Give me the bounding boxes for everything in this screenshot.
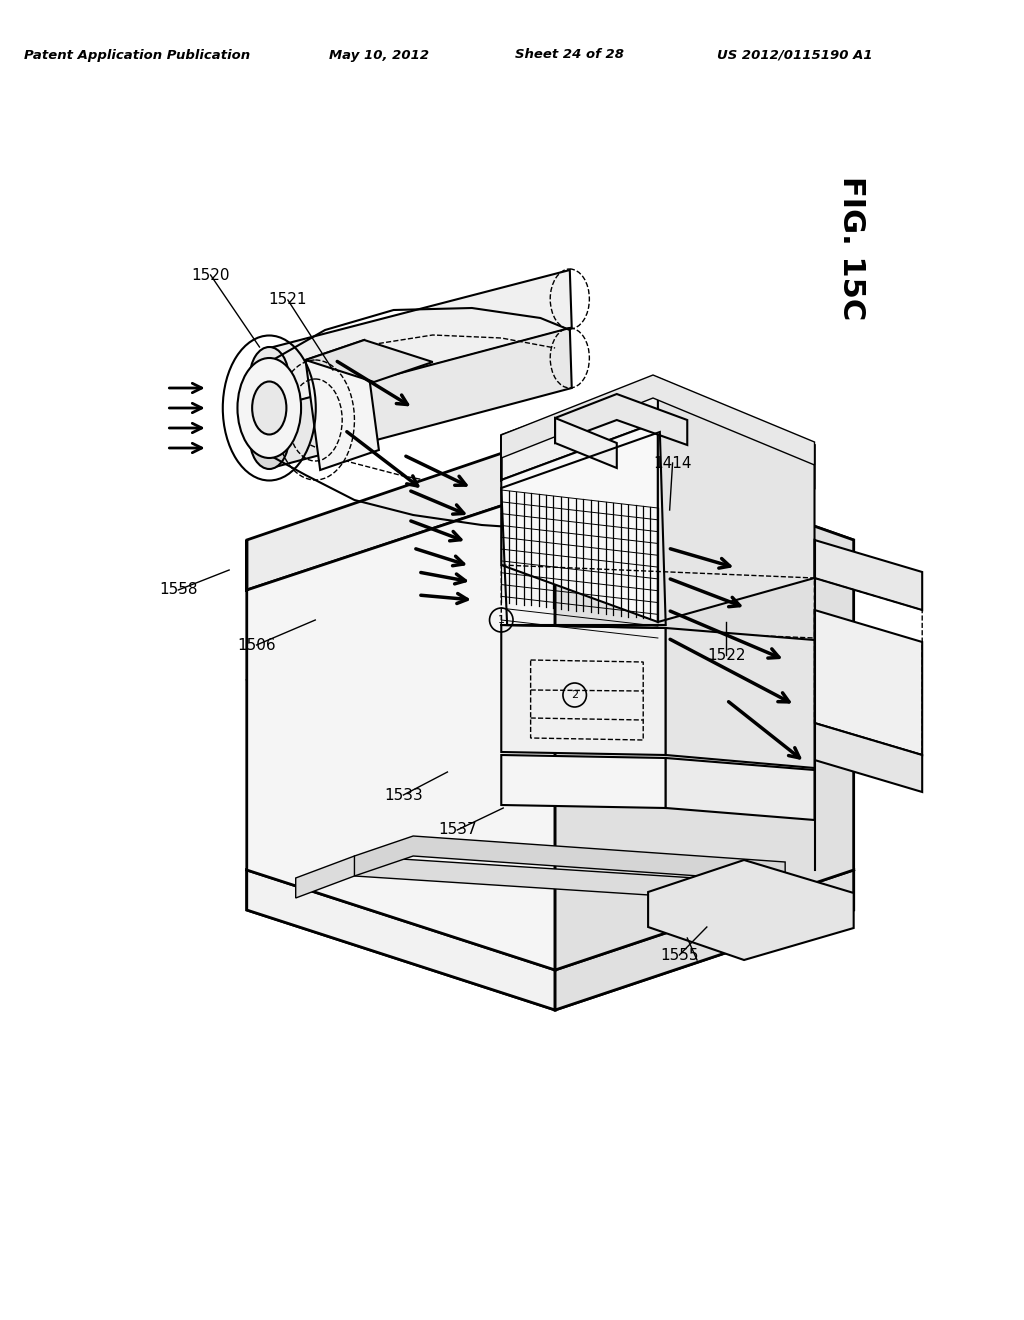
Polygon shape [555,418,616,469]
Text: US 2012/0115190 A1: US 2012/0115190 A1 [717,49,872,62]
Polygon shape [657,378,814,622]
Polygon shape [354,836,785,882]
Text: FIG. 15C: FIG. 15C [838,176,866,321]
Text: 1558: 1558 [159,582,198,598]
Text: Patent Application Publication: Patent Application Publication [24,49,250,62]
Polygon shape [502,378,814,488]
Ellipse shape [250,347,289,409]
Polygon shape [502,624,666,755]
Text: 1521: 1521 [268,293,307,308]
Polygon shape [814,540,923,610]
Polygon shape [666,758,814,820]
Polygon shape [296,855,726,900]
Polygon shape [555,436,854,970]
Polygon shape [247,870,854,1010]
Polygon shape [305,341,433,381]
Polygon shape [247,436,854,590]
Polygon shape [502,755,666,808]
Polygon shape [247,870,555,1010]
Text: 1533: 1533 [384,788,423,803]
Ellipse shape [252,381,287,434]
Polygon shape [555,393,687,445]
Text: 1537: 1537 [438,822,476,837]
Polygon shape [648,861,854,960]
Polygon shape [502,375,814,465]
Polygon shape [305,341,379,470]
Text: 1522: 1522 [708,648,745,663]
Polygon shape [814,723,923,792]
Text: May 10, 2012: May 10, 2012 [329,49,429,62]
Ellipse shape [238,358,301,458]
Polygon shape [666,628,814,768]
Text: 1555: 1555 [660,948,698,962]
Text: 1520: 1520 [191,268,229,282]
Polygon shape [269,271,571,408]
Text: 1414: 1414 [653,455,692,470]
Polygon shape [269,327,571,469]
Polygon shape [502,422,657,622]
Text: 1: 1 [498,615,505,624]
Polygon shape [247,488,555,970]
Polygon shape [555,870,854,1010]
Ellipse shape [250,407,289,469]
Text: 2: 2 [571,690,579,700]
Text: 1506: 1506 [238,638,275,652]
Polygon shape [814,610,923,755]
Text: Sheet 24 of 28: Sheet 24 of 28 [515,49,625,62]
